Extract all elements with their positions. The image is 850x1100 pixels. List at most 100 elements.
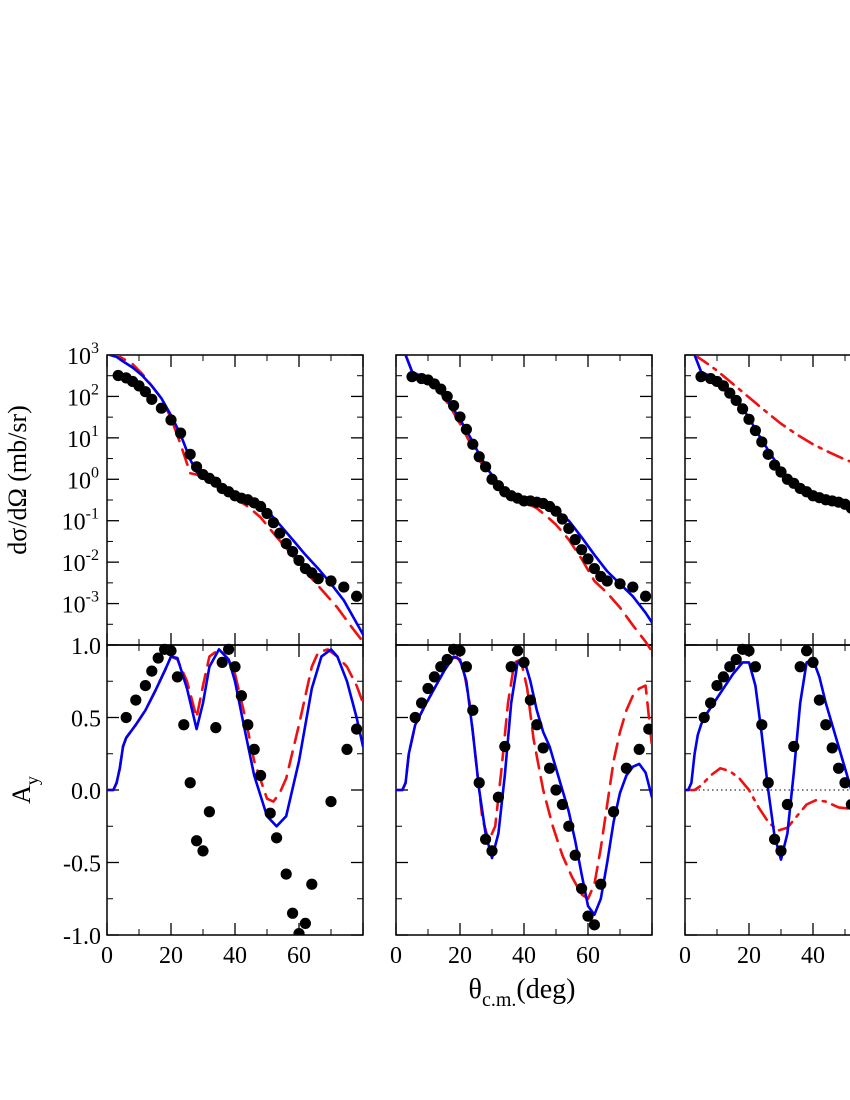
x-tick-label: 40 [223,943,247,969]
analyzing-power-data-point [524,694,537,706]
cross-section-data-point [588,562,601,575]
cross-section-data-point [312,573,324,585]
analyzing-power-data-point [576,883,588,895]
analyzing-power-data-point [299,917,311,930]
panel-plot-area [685,355,850,861]
panel-column-1: 10310210110010-110-210-31.00.50.0-0.5-1.… [62,340,364,969]
y-tick-label: 103 [67,340,99,370]
y-tick-base: 10 [67,468,91,494]
analyzing-power-data-point [454,645,466,657]
analyzing-power-data-point [499,740,511,753]
analyzing-power-data-point [435,661,447,673]
analyzing-power-data-point [820,719,832,731]
cross-section-y-label: dσ/dΩ (mb/sr) [3,405,32,555]
cross-section-data-point [550,505,562,517]
cross-section-data-point [338,581,350,593]
analyzing-power-data-point [582,910,594,922]
analyzing-power-data-point [280,868,292,880]
cross-section-data-point [601,575,613,587]
cross-section-data-point [563,522,575,535]
x-tick-label: 0 [390,943,402,969]
analyzing-power-data-point [441,653,453,666]
analyzing-power-data-point [775,845,787,857]
cross-section-data-point [287,545,299,558]
cross-section-data-point [480,461,492,473]
y-axis-labels: dσ/dΩ (mb/sr) Ay [3,405,42,804]
x-tick-label: 20 [737,943,761,969]
cross-section-data-point [467,438,479,450]
y-tick-exponent: 3 [91,340,99,357]
cross-section-data-point [325,575,337,587]
analyzing-power-data-point [698,711,710,724]
analyzing-power-data-point [152,652,164,664]
cross-section-data-point [184,448,196,460]
analyzing-power-data-point [762,777,774,789]
analyzing-power-data-point [235,690,247,702]
analyzing-power-data-point [409,711,421,724]
cross-section-data-point [756,436,768,448]
cross-section-data-point [614,578,626,590]
cross-section-data-point [775,466,787,478]
x-tick-label: 40 [801,943,825,969]
analyzing-power-data-point [460,661,472,673]
x-tick-label: 20 [159,943,183,969]
cross-section-data-point [762,448,774,460]
y-tick-base: 10 [62,510,86,536]
analyzing-power-red-dashdot-line [685,767,850,832]
cross-section-data-point [695,371,707,383]
cross-section-data-point [576,544,588,556]
y-tick-exponent: -3 [86,589,99,606]
cross-section-data-point [640,590,652,602]
analyzing-power-data-point [146,665,158,677]
analyzing-power-data-point [184,777,196,789]
analyzing-power-data-point [422,682,434,695]
analyzing-power-data-point [807,656,819,669]
cross-section-data-point [435,383,447,395]
cross-section-data-point [351,590,363,602]
analyzing-power-data-point [756,719,768,731]
panels-group: 10310210110010-110-210-31.00.50.0-0.5-1.… [62,340,850,969]
cross-section-data-point [569,534,581,546]
y-tick-base: 10 [62,593,86,619]
analyzing-power-data-point [724,661,736,673]
cross-section-data-point [267,517,279,529]
analyzing-power-data-point [428,671,440,683]
analyzing-power-data-point [505,661,517,673]
ay-tick-label: -1.0 [63,924,101,950]
analyzing-power-data-point [351,723,363,735]
cross-section-data-point [406,371,418,383]
y-tick-label: 10-2 [62,547,99,577]
analyzing-power-data-point [264,807,276,819]
analyzing-power-data-point [563,820,575,832]
analyzing-power-data-point [341,743,353,756]
cross-section-data-point [473,451,485,463]
analyzing-power-data-point [473,777,485,789]
analyzing-power-blue-line [396,655,652,916]
cross-section-data-point [155,402,167,414]
x-tick-label: 0 [101,943,113,969]
deg-unit: (deg) [516,974,575,1005]
analyzing-power-blue-line [685,658,850,861]
cross-section-data-point [280,538,292,550]
cross-section-data-point [175,427,187,439]
y-tick-label: 102 [67,381,99,411]
analyzing-power-data-point [769,833,781,845]
analyzing-power-data-point [255,769,267,782]
cross-section-data-point [293,554,305,567]
y-tick-label: 10-3 [62,589,99,619]
analyzing-power-label-main: A [7,785,36,804]
y-tick-base: 10 [67,427,91,453]
analyzing-power-data-point [556,798,569,811]
panel-plot-area [107,355,363,935]
analyzing-power-data-point [749,661,762,673]
analyzing-power-data-point [165,645,177,657]
theta-symbol: θ [469,974,482,1005]
analyzing-power-data-point [781,798,794,811]
analyzing-power-data-point [171,671,183,683]
analyzing-power-data-point [620,762,633,774]
x-tick-label: 60 [287,943,311,969]
analyzing-power-data-point [248,743,260,756]
analyzing-power-data-point [544,762,556,774]
cross-section-data-point [627,581,639,593]
